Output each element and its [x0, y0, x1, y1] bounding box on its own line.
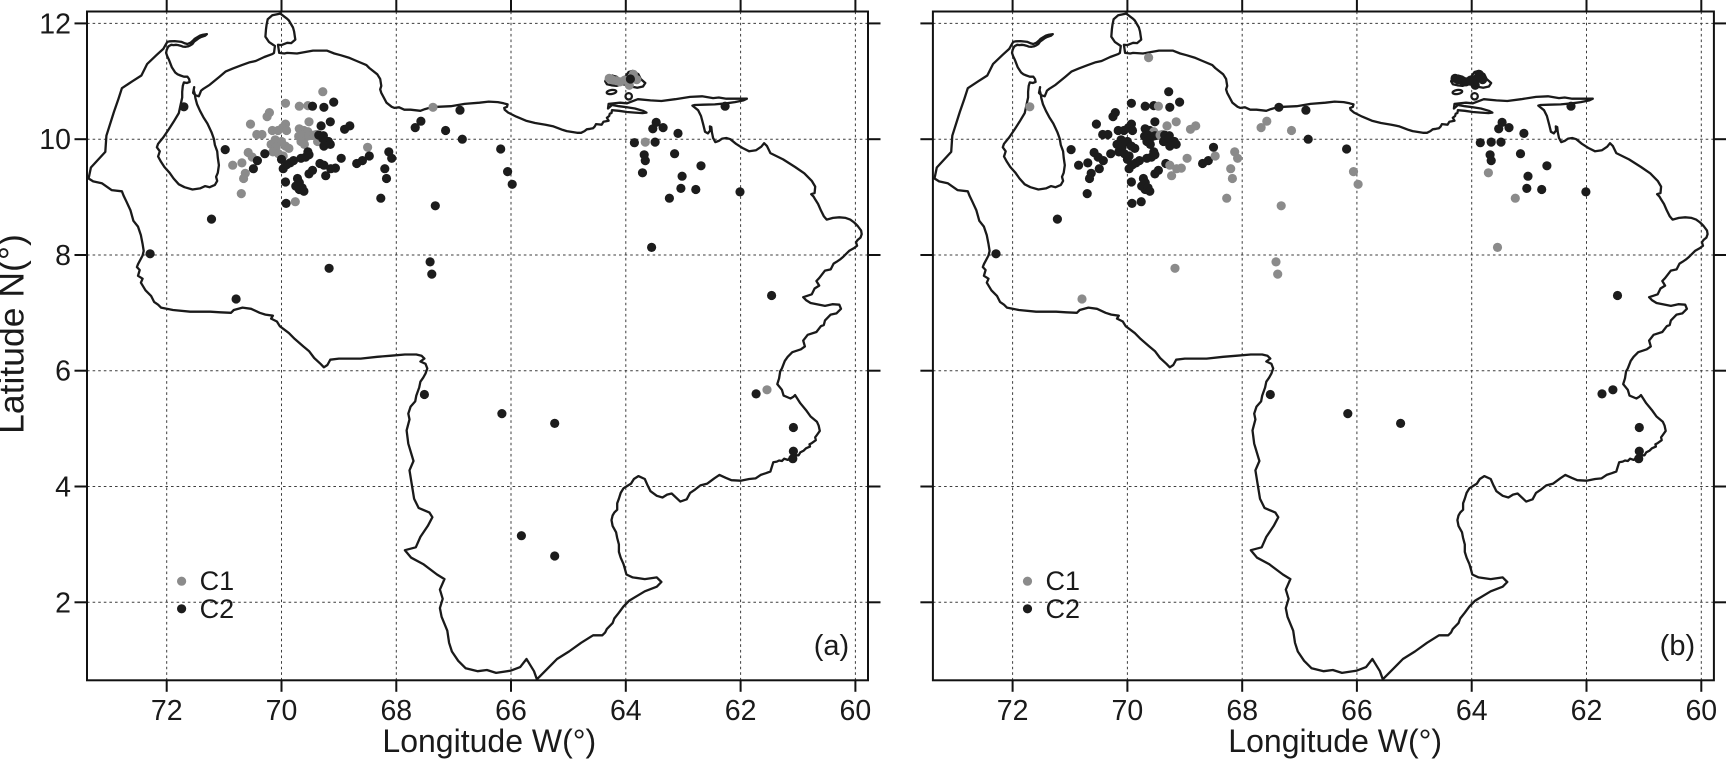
- svg-text:60: 60: [1685, 695, 1717, 727]
- svg-text:(a): (a): [814, 630, 849, 662]
- svg-text:62: 62: [725, 695, 757, 727]
- svg-text:C2: C2: [200, 594, 235, 624]
- svg-text:2: 2: [55, 587, 71, 619]
- svg-text:68: 68: [380, 695, 412, 727]
- svg-text:C1: C1: [200, 566, 235, 596]
- svg-text:68: 68: [1226, 695, 1258, 727]
- svg-text:Longitude W(°): Longitude W(°): [1228, 723, 1442, 759]
- svg-text:64: 64: [1456, 695, 1488, 727]
- svg-text:64: 64: [610, 695, 642, 727]
- svg-text:66: 66: [495, 695, 527, 727]
- svg-text:62: 62: [1571, 695, 1603, 727]
- svg-text:(b): (b): [1660, 630, 1695, 662]
- svg-text:70: 70: [266, 695, 298, 727]
- svg-text:Latitude N(°): Latitude N(°): [0, 234, 32, 434]
- svg-text:10: 10: [39, 124, 71, 156]
- svg-text:8: 8: [55, 240, 71, 272]
- svg-text:72: 72: [151, 695, 183, 727]
- svg-text:4: 4: [55, 472, 71, 504]
- svg-text:70: 70: [1112, 695, 1144, 727]
- svg-text:12: 12: [39, 8, 71, 40]
- svg-text:60: 60: [840, 695, 872, 727]
- svg-text:C1: C1: [1046, 566, 1081, 596]
- svg-text:6: 6: [55, 356, 71, 388]
- svg-text:66: 66: [1341, 695, 1373, 727]
- svg-text:72: 72: [997, 695, 1029, 727]
- svg-text:Longitude W(°): Longitude W(°): [382, 723, 596, 759]
- svg-text:C2: C2: [1046, 594, 1081, 624]
